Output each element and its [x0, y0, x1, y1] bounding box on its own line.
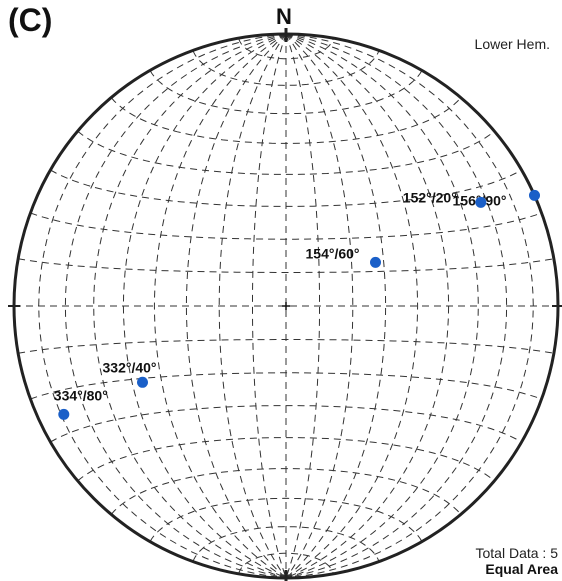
small-circle	[149, 70, 423, 115]
small-circle	[238, 38, 334, 60]
small-circle	[30, 372, 542, 400]
data-points: 156°/90°152°/20°154°/60°332°/40°334°/80°	[54, 189, 540, 420]
data-point-label: 334°/80°	[54, 387, 108, 403]
data-point	[137, 376, 148, 388]
data-point	[529, 189, 540, 201]
small-circle	[110, 468, 462, 515]
small-circle	[149, 497, 423, 542]
great-circle	[252, 33, 287, 579]
panel-label: (C)	[8, 2, 53, 38]
small-circle	[30, 212, 542, 240]
center-cross	[282, 302, 290, 310]
small-circle	[238, 552, 334, 574]
north-label: N	[276, 4, 292, 29]
data-point-label: 332°/40°	[103, 359, 157, 375]
total-data-label: Total Data : 5	[475, 545, 559, 561]
great-circle	[285, 33, 320, 579]
small-circle	[18, 339, 554, 354]
data-point-label: 154°/60°	[306, 245, 360, 261]
great-circle	[285, 33, 419, 579]
equal-area-net-grid	[14, 33, 558, 579]
data-point	[58, 408, 70, 420]
great-circle	[285, 33, 450, 579]
projection-label: Equal Area	[485, 561, 558, 577]
great-circle	[122, 33, 287, 579]
great-circle	[153, 33, 287, 579]
data-point	[475, 196, 487, 208]
small-circle	[77, 130, 495, 175]
great-circle	[218, 33, 287, 579]
small-circle	[77, 437, 495, 482]
hemisphere-label: Lower Hem.	[474, 36, 550, 52]
small-circle	[50, 405, 522, 443]
data-point-label: 152°/20°	[403, 189, 457, 205]
small-circle	[192, 50, 380, 86]
small-circle	[18, 258, 554, 273]
small-circle	[50, 169, 522, 207]
great-circle	[285, 33, 534, 579]
data-point	[370, 256, 381, 268]
small-circle	[192, 526, 380, 562]
small-circle	[110, 97, 462, 144]
great-circle	[285, 33, 387, 579]
